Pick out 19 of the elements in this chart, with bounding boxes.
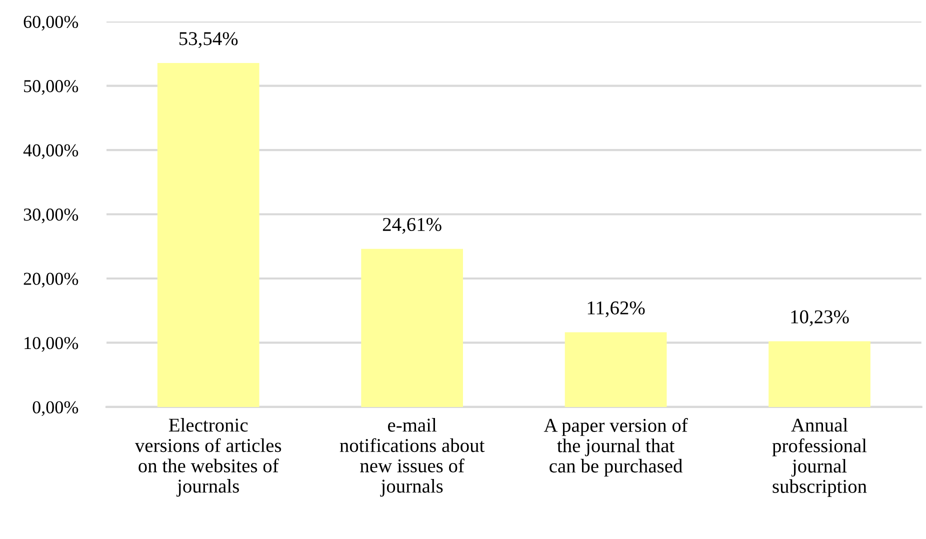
y-tick-label: 30,00%: [24, 208, 78, 224]
y-tick-label: 0,00%: [32, 401, 78, 416]
y-tick-label: 50,00%: [24, 80, 78, 95]
data-label: 24,61%: [382, 218, 442, 234]
x-tick-label: e-mail notifications about new issues of journals: [340, 418, 485, 497]
bar: [564, 332, 667, 407]
x-tick-label: Electronic versions of articles on the websites of journals: [134, 418, 282, 497]
x-tick-label: A paper version of the journal that can be purchased: [544, 418, 688, 477]
data-label: 10,23%: [791, 310, 849, 326]
x-tick-label: Annual professional journal subscription: [772, 418, 867, 497]
data-label: 53,54%: [180, 32, 238, 48]
data-label: 11,62%: [588, 301, 645, 318]
y-tick-label: 40,00%: [23, 144, 78, 160]
y-tick-label: 60,00%: [24, 16, 78, 31]
bar: [157, 63, 260, 407]
bar: [361, 248, 463, 407]
y-tick-label: 20,00%: [24, 272, 78, 288]
y-tick-label: 10,00%: [24, 336, 78, 352]
bar: [768, 341, 870, 407]
